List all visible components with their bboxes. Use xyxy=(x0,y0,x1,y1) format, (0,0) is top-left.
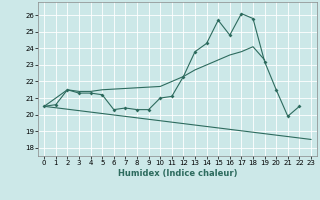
X-axis label: Humidex (Indice chaleur): Humidex (Indice chaleur) xyxy=(118,169,237,178)
